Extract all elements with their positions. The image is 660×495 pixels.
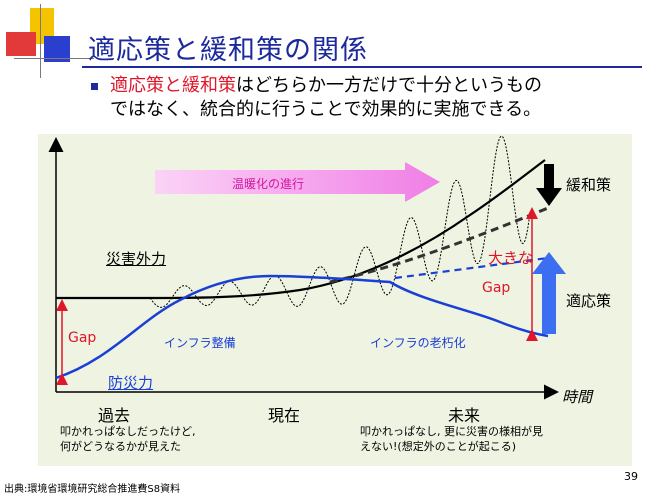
prevention-capacity-curve — [55, 274, 549, 380]
bullet-text-line2: ではなく、統合的に行うことで効果的に実施できる。 — [110, 99, 542, 120]
past-note-line2: 何がどうなるかが見えた — [60, 440, 181, 453]
hazard-oscillation-curve — [149, 135, 531, 308]
future-note: 叩かれっぱなし, 更に災害の様相が見 えない!(想定外のことが起こる) — [360, 424, 543, 454]
past-note: 叩かれっぱなしだったけど, 何がどうなるかが見えた — [60, 424, 196, 454]
prevention-label: 防災力 — [108, 374, 154, 392]
bullet-square-icon — [91, 83, 98, 90]
infra-aging-label: インフラの老朽化 — [370, 336, 466, 350]
slide-title: 適応策と緩和策の関係 — [88, 35, 368, 66]
source-citation: 出典:環境省環境研究総合推進費S8資料 — [4, 484, 181, 495]
hazard-label: 災害外力 — [106, 250, 167, 268]
gap-label-left: Gap — [68, 330, 97, 346]
adapted-prevention-curve — [394, 256, 549, 280]
corner-decoration-line — [14, 58, 94, 59]
past-note-line1: 叩かれっぱなしだったけど, — [60, 425, 196, 438]
warming-progress-label: 温暖化の進行 — [232, 177, 305, 191]
time-axis-label: 時間 — [562, 388, 593, 406]
future-note-line2: えない!(想定外のことが起こる) — [360, 440, 516, 453]
warming-progress-arrow — [155, 162, 440, 202]
title-underline — [82, 66, 642, 68]
big-gap-label-2: Gap — [482, 280, 511, 296]
corner-decoration-line — [40, 4, 41, 78]
adaptation-label: 適応策 — [566, 292, 612, 310]
corner-decoration-blue — [44, 36, 70, 62]
mitigation-label: 緩和策 — [566, 176, 612, 194]
bullet-highlight: 適応策と緩和策 — [110, 75, 236, 96]
past-label: 過去 — [98, 406, 131, 425]
bullet-text: 適応策と緩和策はどちらか一方だけで十分というもの ではなく、統合的に行うことで効… — [110, 74, 542, 122]
infra-build-label: インフラ整備 — [164, 336, 236, 350]
mitigation-arrow — [536, 164, 562, 206]
big-gap-label: 大きな — [488, 249, 534, 267]
mitigated-hazard-curve — [329, 206, 549, 284]
future-note-line1: 叩かれっぱなし, 更に災害の様相が見 — [360, 425, 543, 438]
hazard-trend-curve — [56, 159, 546, 300]
bullet-text-line1: はどちらか一方だけで十分というもの — [236, 75, 542, 96]
corner-decoration-red — [6, 32, 36, 56]
future-label: 未来 — [448, 406, 481, 425]
page-number: 39 — [624, 470, 638, 483]
present-label: 現在 — [268, 406, 301, 425]
adaptation-arrow — [532, 252, 566, 334]
